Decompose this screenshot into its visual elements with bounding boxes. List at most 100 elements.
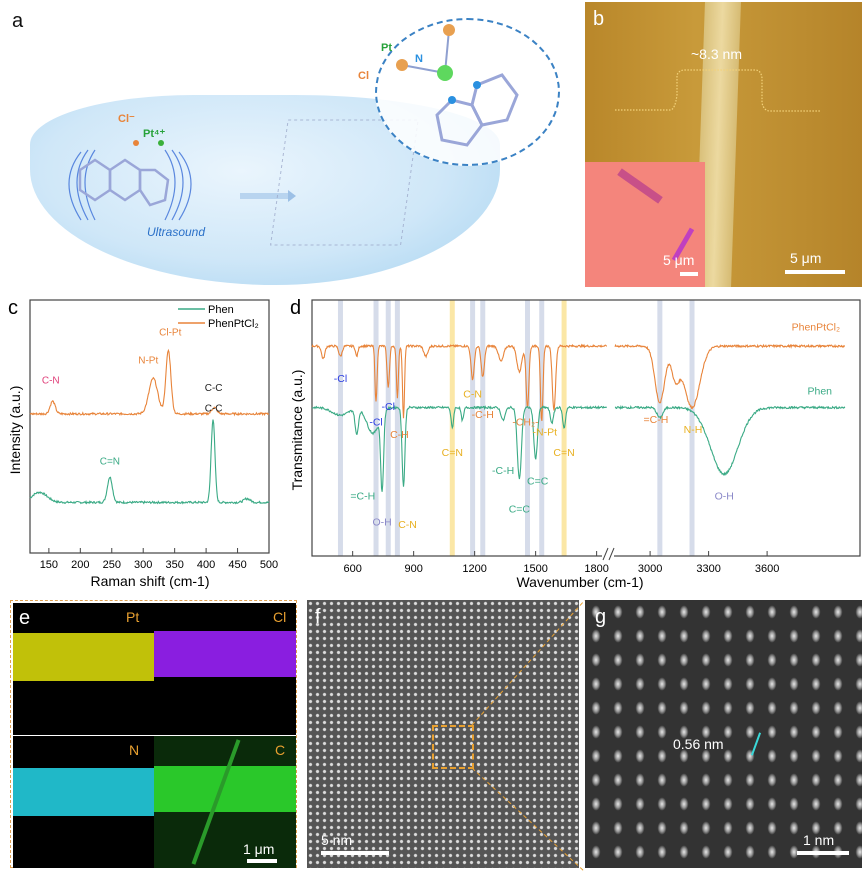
x-axis-label: Wavenumber (cm-1) [516, 574, 643, 590]
band-label: C=N [442, 447, 463, 459]
x-axis-label: Raman shift (cm-1) [90, 573, 209, 589]
peak-label: C-C [205, 383, 223, 394]
assignment-band [480, 300, 486, 556]
ultrasound-waves [68, 149, 192, 221]
x-tick-label: 1200 [462, 563, 486, 575]
x-tick-label: 1500 [523, 563, 547, 575]
x-tick-label: 150 [40, 559, 58, 571]
plot-frame [311, 299, 861, 557]
cl-atom-label: Cl [358, 70, 369, 82]
band-label: -N-Pt [533, 427, 558, 439]
scale-bar [797, 851, 849, 855]
x-tick-label: 250 [103, 559, 121, 571]
x-tick-label: 450 [228, 559, 246, 571]
pt-map-label: Pt [126, 609, 140, 625]
x-tick-label: 300 [134, 559, 152, 571]
map-cl [154, 603, 296, 735]
x-tick-label: 500 [260, 559, 278, 571]
peak-label: N-Pt [138, 355, 158, 366]
series-line-Phen [29, 419, 270, 505]
x-tick-label: 1800 [584, 563, 608, 575]
optical-inset: 5 μm [585, 162, 705, 287]
c-map-label: C [275, 742, 286, 758]
panel-label-b: b [593, 8, 605, 30]
scale-label: 1 μm [243, 841, 275, 857]
height-profile [615, 69, 820, 112]
peak-label: C-C [205, 403, 223, 414]
band-label: Phen [807, 386, 832, 398]
phen-molecule [78, 158, 170, 207]
peak-label: C=N [100, 456, 120, 467]
band-label: =C-H [350, 491, 375, 503]
x-tick-label: 400 [197, 559, 215, 571]
band-label: C=N [553, 447, 574, 459]
x-tick-label: 350 [165, 559, 183, 571]
cl-ion-label: Cl⁻ [118, 113, 135, 125]
x-tick-label: 3300 [696, 563, 720, 575]
band-label: =C-H [644, 414, 669, 426]
zoom-circle [375, 18, 560, 166]
band-label: PhenPtCl₂ [792, 322, 840, 334]
band-label: C=C [509, 503, 531, 515]
peak-label: Cl-Pt [159, 327, 181, 338]
band-label: O-H [715, 491, 734, 503]
zoom-connector-lines [471, 600, 586, 873]
panel-b-afm-image: b ~8.3 nm 5 μm 5 μm [585, 2, 862, 287]
band-label: O-H [373, 516, 392, 528]
framework-sheet [269, 119, 419, 246]
y-axis-label: Transmitance (a.u.) [290, 370, 305, 491]
assignment-band [337, 300, 343, 556]
band-label: N-H [684, 424, 703, 436]
lattice-marker [750, 732, 762, 756]
panel-label-g: g [595, 606, 607, 628]
panel-d-ftir-chart: d 600 900 1200 1500 1800 3000 3300 3600-Cl-Cl-C… [290, 297, 861, 590]
panel-label-f: f [315, 606, 321, 628]
panel-e-eds-maps: e Pt Cl N C 1 μm [10, 600, 297, 868]
inset-scale-label: 5 μm [663, 252, 695, 268]
panel-label-d: d [290, 297, 301, 319]
band-label: -Cl [382, 401, 395, 413]
pt-ion-label: Pt⁴⁺ [143, 128, 166, 140]
assignment-band [373, 300, 379, 556]
x-tick-label: 3600 [755, 563, 779, 575]
height-label: ~8.3 nm [691, 46, 742, 62]
scale-label: 1 nm [803, 832, 835, 848]
panel-label-e: e [19, 607, 31, 629]
panel-label-c: c [8, 297, 18, 319]
panel-f-hrtem: f 5 nm [307, 600, 579, 868]
panel-c-raman-chart: c 150 200 250 300 350 400 450 500 C-N N-Pt Cl-Pt C-… [7, 297, 278, 589]
band-label: -C-H [492, 465, 514, 477]
n-map-label: N [129, 742, 140, 758]
panel-label-a: a [12, 10, 24, 32]
plot-frame [29, 299, 270, 554]
assignment-band [524, 300, 530, 556]
scale-bar [247, 859, 277, 863]
scale-label: 5 nm [321, 832, 353, 848]
molecule-illustration [68, 119, 419, 246]
band-label: C-H [390, 429, 409, 441]
ultrasound-label: Ultrasound [147, 225, 206, 239]
legend-label-phenptcl2: PhenPtCl₂ [208, 318, 259, 330]
cl-map-label: Cl [273, 609, 287, 625]
peak-label: C-N [42, 375, 60, 386]
panel-g-hrtem-zoom: g 0.56 nm 1 nm [585, 600, 862, 868]
band-label: -C-H [472, 409, 494, 421]
zoom-region-box [432, 725, 474, 769]
series-line-Phen [614, 404, 846, 477]
band-label: -CH₂- [512, 416, 539, 428]
assignment-band [385, 300, 391, 556]
band-label: -Cl [369, 416, 382, 428]
y-axis-label: Intensity (a.u.) [7, 386, 23, 475]
map-n [13, 736, 155, 868]
band-label: -Cl [334, 373, 347, 385]
x-tick-label: 600 [343, 563, 361, 575]
band-label: C=C [527, 475, 549, 487]
legend-label-phen: Phen [208, 304, 234, 316]
inset-scale-bar [680, 272, 698, 276]
band-label: C-N [398, 519, 417, 531]
x-tick-label: 200 [71, 559, 89, 571]
band-label: C-N [463, 388, 482, 400]
x-tick-label: 900 [404, 563, 422, 575]
assignment-band [470, 300, 476, 556]
scale-bar [785, 270, 845, 274]
